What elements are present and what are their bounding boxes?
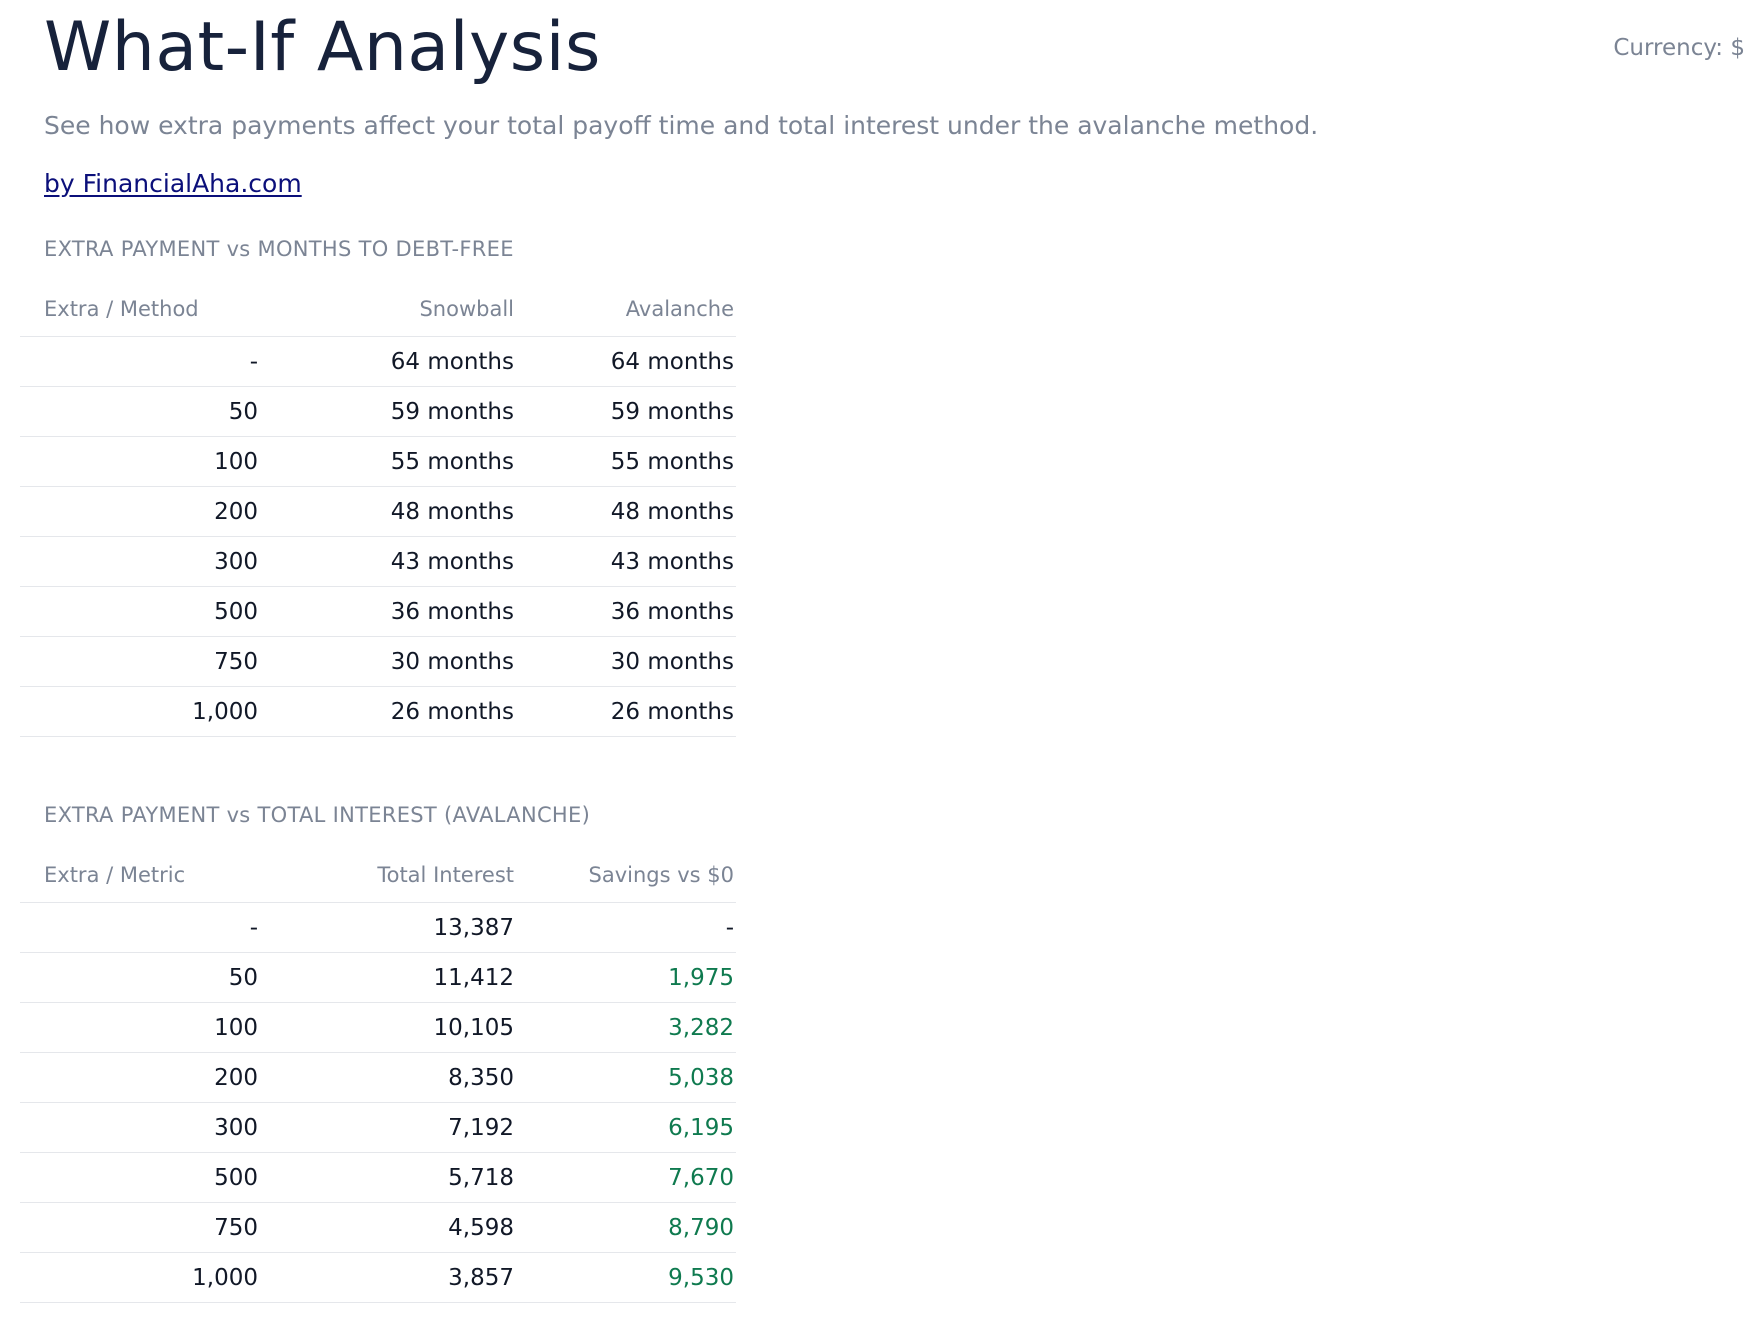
table-row: 1,000 26 months 26 months [20, 686, 736, 737]
total-interest-cell: 5,718 [260, 1152, 516, 1203]
table-row: 100 55 months 55 months [20, 436, 736, 487]
table-row: 1,000 3,857 9,530 [20, 1252, 736, 1303]
total-interest-cell: 4,598 [260, 1202, 516, 1253]
snowball-cell: 59 months [260, 386, 516, 437]
extra-cell: 100 [20, 1002, 260, 1053]
page-subtitle: See how extra payments affect your total… [44, 111, 1319, 140]
avalanche-cell: 30 months [516, 636, 736, 687]
table-row: 500 36 months 36 months [20, 586, 736, 637]
snowball-cell: 48 months [260, 486, 516, 537]
column-header-snowball: Snowball [260, 282, 516, 337]
avalanche-cell: 64 months [516, 336, 736, 387]
table-row: 300 43 months 43 months [20, 536, 736, 587]
table-row: 50 59 months 59 months [20, 386, 736, 437]
extra-cell: 300 [20, 1102, 260, 1153]
table-row: 100 10,105 3,282 [20, 1002, 736, 1053]
extra-cell: - [20, 336, 260, 387]
table-header-row: Extra / Metric Total Interest Savings vs… [20, 848, 736, 903]
byline-link[interactable]: by FinancialAha.com [44, 169, 302, 198]
extra-cell: 200 [20, 1052, 260, 1103]
savings-cell: 8,790 [516, 1202, 736, 1253]
total-interest-cell: 11,412 [260, 952, 516, 1003]
snowball-cell: 64 months [260, 336, 516, 387]
savings-cell: 9,530 [516, 1252, 736, 1303]
table-row: 750 30 months 30 months [20, 636, 736, 687]
savings-cell: - [516, 902, 736, 953]
total-interest-cell: 13,387 [260, 902, 516, 953]
savings-cell: 3,282 [516, 1002, 736, 1053]
extra-cell: 100 [20, 436, 260, 487]
extra-cell: - [20, 902, 260, 953]
snowball-cell: 36 months [260, 586, 516, 637]
column-header-extra-metric: Extra / Metric [20, 848, 260, 903]
extra-cell: 500 [20, 1152, 260, 1203]
snowball-cell: 30 months [260, 636, 516, 687]
page-title: What-If Analysis [44, 8, 601, 87]
snowball-cell: 43 months [260, 536, 516, 587]
snowball-cell: 55 months [260, 436, 516, 487]
months-section-title: EXTRA PAYMENT vs MONTHS TO DEBT-FREE [44, 237, 514, 261]
total-interest-cell: 10,105 [260, 1002, 516, 1053]
column-header-savings: Savings vs $0 [516, 848, 736, 903]
avalanche-cell: 26 months [516, 686, 736, 737]
savings-cell: 5,038 [516, 1052, 736, 1103]
savings-cell: 6,195 [516, 1102, 736, 1153]
extra-cell: 300 [20, 536, 260, 587]
extra-cell: 750 [20, 636, 260, 687]
months-table: Extra / Method Snowball Avalanche - 64 m… [20, 282, 736, 737]
avalanche-cell: 59 months [516, 386, 736, 437]
avalanche-cell: 48 months [516, 486, 736, 537]
avalanche-cell: 55 months [516, 436, 736, 487]
interest-table: Extra / Metric Total Interest Savings vs… [20, 848, 736, 1303]
avalanche-cell: 36 months [516, 586, 736, 637]
column-header-total-interest: Total Interest [260, 848, 516, 903]
avalanche-cell: 43 months [516, 536, 736, 587]
table-row: 200 48 months 48 months [20, 486, 736, 537]
extra-cell: 500 [20, 586, 260, 637]
extra-cell: 750 [20, 1202, 260, 1253]
table-header-row: Extra / Method Snowball Avalanche [20, 282, 736, 337]
column-header-avalanche: Avalanche [516, 282, 736, 337]
snowball-cell: 26 months [260, 686, 516, 737]
total-interest-cell: 3,857 [260, 1252, 516, 1303]
total-interest-cell: 8,350 [260, 1052, 516, 1103]
table-row: 750 4,598 8,790 [20, 1202, 736, 1253]
extra-cell: 50 [20, 386, 260, 437]
table-row: - 13,387 - [20, 902, 736, 953]
extra-cell: 200 [20, 486, 260, 537]
interest-section-title: EXTRA PAYMENT vs TOTAL INTEREST (AVALANC… [44, 803, 591, 827]
table-row: - 64 months 64 months [20, 336, 736, 387]
table-row: 500 5,718 7,670 [20, 1152, 736, 1203]
table-row: 300 7,192 6,195 [20, 1102, 736, 1153]
table-row: 50 11,412 1,975 [20, 952, 736, 1003]
savings-cell: 1,975 [516, 952, 736, 1003]
table-row: 200 8,350 5,038 [20, 1052, 736, 1103]
extra-cell: 1,000 [20, 686, 260, 737]
savings-cell: 7,670 [516, 1152, 736, 1203]
extra-cell: 1,000 [20, 1252, 260, 1303]
total-interest-cell: 7,192 [260, 1102, 516, 1153]
currency-label: Currency: $ [1613, 35, 1745, 61]
extra-cell: 50 [20, 952, 260, 1003]
column-header-extra-method: Extra / Method [20, 282, 260, 337]
